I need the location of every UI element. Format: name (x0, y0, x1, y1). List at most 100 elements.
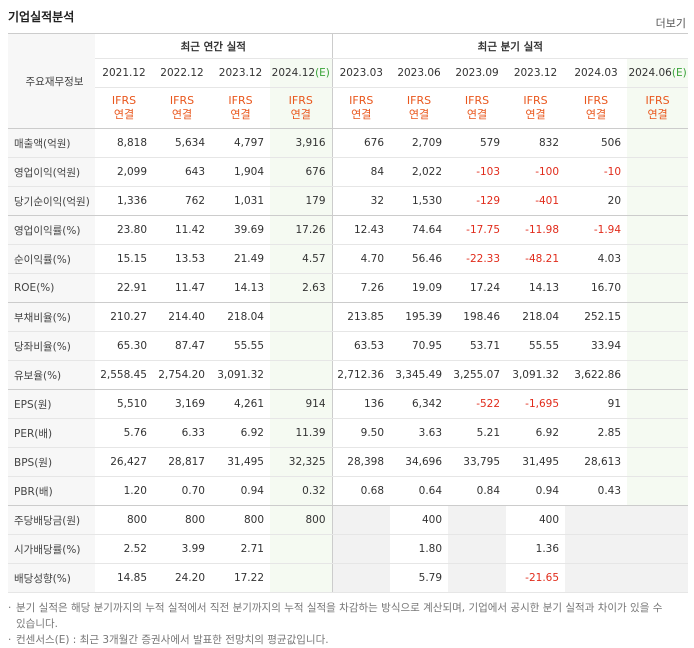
row-label: EPS(원) (8, 389, 95, 419)
cell: 1,031 (211, 186, 270, 216)
cell: 28,817 (153, 447, 211, 477)
data-row: 유보율(%) 2,558.45 2,754.20 3,091.32 2,712.36 3,… (8, 360, 689, 390)
cell: 5.76 (95, 418, 153, 448)
cell: 2,709 (390, 128, 449, 158)
scope-label: 연결 (647, 108, 668, 121)
cell (270, 302, 333, 332)
period-label: 2023.03 (339, 67, 383, 79)
cell: 2.63 (270, 273, 333, 303)
table-head: 주요재무정보 최근 연간 실적 최근 분기 실적 2021.12 2022.12 2023… (8, 33, 689, 129)
cell: 13.53 (153, 244, 211, 274)
cell: 55.55 (506, 331, 566, 361)
basis-row: IFRS 연결 IFRS 연결 IFRS 연결 IFRS 연결 IFRS 연결 IFRS 연결 IFRS… (8, 87, 689, 129)
cell: 1,530 (390, 186, 449, 216)
cell: 0.68 (331, 476, 391, 506)
cell: 56.46 (390, 244, 449, 274)
row-label: 영업이익(억원) (8, 157, 95, 187)
cell: 53.71 (448, 331, 507, 361)
row-label: 시가배당률(%) (8, 534, 95, 564)
period-label: 2023.06 (397, 67, 441, 79)
cell (270, 563, 333, 593)
cell (270, 534, 333, 564)
cell: 218.04 (211, 302, 270, 332)
cell (331, 534, 391, 564)
cell: 400 (390, 505, 449, 535)
cell (270, 331, 333, 361)
cell: 210.27 (95, 302, 153, 332)
basis: IFRS 연결 (627, 87, 689, 129)
cell: 4.70 (331, 244, 391, 274)
cell: 3.99 (153, 534, 211, 564)
cell: 22.91 (95, 273, 153, 303)
cell: 23.80 (95, 215, 153, 245)
bullet: · (8, 602, 12, 614)
cell: 198.46 (448, 302, 507, 332)
period: 2024.12(E) (270, 58, 333, 88)
group-label: 최근 연간 실적 (95, 33, 333, 59)
cell (565, 534, 628, 564)
cell (627, 418, 689, 448)
cell: -103 (448, 157, 507, 187)
cell: -22.33 (448, 244, 507, 274)
basis-label: IFRS (406, 94, 432, 107)
cell: 17.26 (270, 215, 333, 245)
cell: 3,091.32 (211, 360, 270, 390)
cell: 762 (153, 186, 211, 216)
more-link[interactable]: 더보기 (655, 17, 686, 30)
basis: IFRS 연결 (390, 87, 449, 129)
cell: 2.52 (95, 534, 153, 564)
cell: 19.09 (390, 273, 449, 303)
cell: 14.13 (211, 273, 270, 303)
notes: · 분기 실적은 해당 분기까지의 누적 실적에서 직전 분기까지의 누적 실적을… (8, 600, 668, 648)
cell: -1,695 (506, 389, 566, 419)
cell: 4,797 (211, 128, 270, 158)
cell: 643 (153, 157, 211, 187)
cell: 2,712.36 (331, 360, 391, 390)
cell (627, 128, 689, 158)
basis-label: IFRS (523, 94, 548, 107)
note: · 컨센서스(E) : 최근 3개월간 증권사에서 발표한 전망치의 평균값입니다… (8, 632, 668, 648)
data-row: 순이익률(%) 15.15 13.53 21.49 4.57 4.70 56.46 -22.3… (8, 244, 689, 274)
row-label: 영업이익률(%) (8, 215, 95, 245)
period: 2023.06 (390, 58, 449, 88)
row-label: 주당배당금(원) (8, 505, 95, 535)
basis-label: IFRS (169, 94, 195, 107)
data-row: ROE(%) 22.91 11.47 14.13 2.63 7.26 19.09 17.24 1… (8, 273, 689, 303)
cell (448, 563, 507, 593)
basis-label: IFRS (464, 94, 490, 107)
cell: 74.64 (390, 215, 449, 245)
cell (565, 505, 628, 535)
cell: -401 (506, 186, 566, 216)
group-label: 최근 분기 실적 (331, 33, 689, 59)
cell: 3,169 (153, 389, 211, 419)
scope-label: 연결 (171, 108, 193, 121)
cell: 14.85 (95, 563, 153, 593)
section-title: 기업실적분석 (8, 10, 75, 24)
cell (627, 476, 689, 506)
cell (627, 186, 689, 216)
cell: 20 (565, 186, 628, 216)
cell: 0.94 (211, 476, 270, 506)
cell: 0.32 (270, 476, 333, 506)
row-label: 유보율(%) (8, 360, 95, 390)
cell: 28,613 (565, 447, 628, 477)
period: 2023.12 (211, 58, 270, 88)
basis-label: IFRS (583, 94, 609, 107)
period: 2022.12 (153, 58, 211, 88)
cell: 65.30 (95, 331, 153, 361)
cell: 12.43 (331, 215, 391, 245)
cell: 676 (331, 128, 391, 158)
period: 2024.03 (565, 58, 628, 88)
cell: 832 (506, 128, 566, 158)
basis: IFRS 연결 (506, 87, 566, 129)
cell: 6,342 (390, 389, 449, 419)
cell (627, 157, 689, 187)
scope-label: 연결 (466, 108, 488, 121)
cell: 17.24 (448, 273, 507, 303)
cell: 2,022 (390, 157, 449, 187)
cell: 4.57 (270, 244, 333, 274)
data-row: 배당성향(%) 14.85 24.20 17.22 5.79 -21.65 (8, 563, 689, 593)
cell: -48.21 (506, 244, 566, 274)
cell: -21.65 (506, 563, 566, 593)
cell: 17.22 (211, 563, 270, 593)
